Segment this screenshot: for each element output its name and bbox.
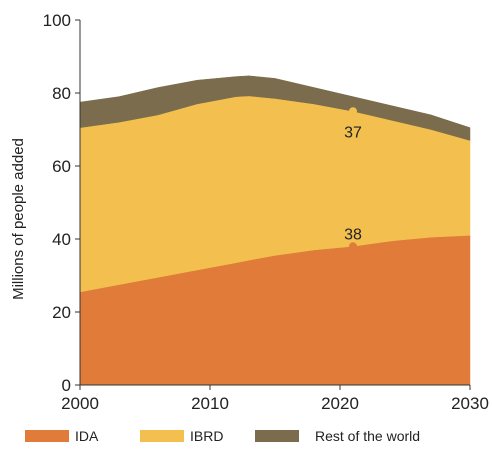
legend-label: IBRD	[190, 428, 223, 444]
annotation-label: 38	[344, 227, 362, 244]
x-tick-label: 2020	[321, 394, 359, 413]
y-axis-label: Millions of people added	[10, 138, 27, 300]
x-tick-label: 2010	[191, 394, 229, 413]
area-rest-of-the-world	[79, 75, 471, 141]
x-tick-label: 2000	[61, 394, 99, 413]
legend: IDA IBRD Rest of the world	[25, 428, 420, 444]
plot-areas	[79, 75, 471, 386]
y-tick-label: 100	[43, 11, 71, 30]
legend-swatch	[25, 430, 69, 442]
y-tick-label: 20	[52, 303, 71, 322]
annotation-marker	[349, 107, 357, 116]
annotation-label: 37	[344, 124, 362, 141]
x-axis-ticks: 2000 2010 2020 2030	[61, 385, 489, 413]
y-tick-label: 40	[52, 230, 71, 249]
y-tick-label: 80	[52, 84, 71, 103]
y-tick-label: 60	[52, 157, 71, 176]
axes	[79, 20, 470, 386]
x-tick-label: 2030	[451, 394, 489, 413]
annotation-marker	[349, 242, 357, 251]
y-axis-ticks: 0 20 40 60 80 100	[43, 11, 80, 395]
legend-swatch	[255, 430, 299, 442]
legend-label: IDA	[75, 428, 99, 444]
legend-label: Rest of the world	[315, 428, 420, 444]
legend-swatch	[140, 430, 184, 442]
annotations: 37 38	[344, 107, 362, 251]
y-tick-label: 0	[62, 376, 71, 395]
